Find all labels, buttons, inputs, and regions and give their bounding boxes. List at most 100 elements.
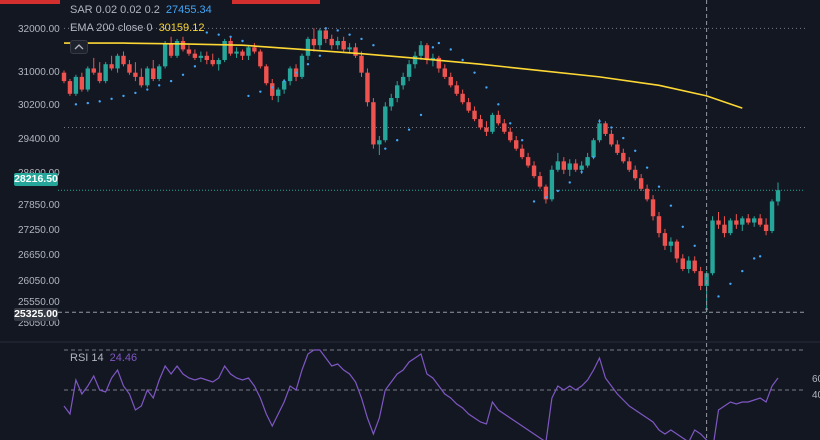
rsi-line [63, 349, 779, 440]
candle-body [668, 241, 674, 246]
sar-dot [598, 120, 601, 123]
sar-dot [372, 44, 375, 47]
candle-body [305, 38, 311, 56]
sar-dot [74, 103, 78, 106]
candle-body [281, 81, 287, 90]
rsi-legend[interactable]: RSI 14 24.46 [70, 352, 137, 364]
sar-dot [681, 225, 684, 228]
candle-body [174, 41, 180, 56]
candle-body [311, 38, 317, 46]
sar-dot [419, 113, 423, 117]
candle-body [353, 47, 358, 56]
sar-dot [306, 63, 310, 66]
sar-label: SAR 0.02 0.02 0.2 [70, 4, 160, 16]
candle-body [383, 106, 388, 141]
candle-body [609, 133, 614, 145]
candle-body [323, 30, 328, 39]
sar-dot [509, 122, 512, 125]
candle-body [61, 72, 67, 82]
candle-body [198, 55, 204, 58]
sar-legend[interactable]: SAR 0.02 0.02 0.2 27455.34 [70, 4, 212, 16]
sar-dot [532, 200, 536, 203]
sar-dot [669, 204, 673, 207]
candle-body [371, 102, 376, 145]
candle-body [180, 41, 186, 50]
sar-dot [741, 269, 744, 273]
rsi-axis-label-60: 60 [812, 374, 820, 385]
sar-dot [622, 136, 625, 140]
price-axis-label: 26050.00 [18, 275, 60, 287]
candle-body [757, 218, 763, 225]
candle-body [466, 102, 471, 111]
sar-dot [461, 58, 464, 62]
sar-dot [271, 86, 274, 89]
candle-body [412, 55, 418, 65]
candle-body [216, 60, 221, 65]
crosshair-price-tag: 25325.00 [14, 308, 58, 321]
candle-body [317, 30, 323, 46]
candle-body [121, 55, 126, 65]
candle-body [746, 218, 751, 223]
candle-body [531, 165, 537, 177]
ema-200-line [64, 42, 743, 109]
price-axis-label: 32000.00 [18, 24, 60, 36]
collapse-legend-button[interactable] [70, 40, 88, 54]
price-axis-label: 30200.00 [18, 100, 60, 112]
candle-body [716, 220, 721, 225]
sar-dot [407, 128, 411, 131]
candle-body [85, 68, 90, 90]
candle-body [246, 47, 251, 56]
sar-dot [282, 79, 286, 83]
candle-body [103, 64, 108, 82]
candle-body [228, 41, 233, 54]
candle-body [299, 55, 305, 77]
candle-body [496, 114, 501, 124]
sar-dot [247, 94, 250, 98]
candle-body [680, 258, 685, 269]
candle-body [109, 64, 114, 69]
sar-dot [729, 282, 732, 285]
candle-body [73, 76, 79, 94]
candle-body [400, 76, 406, 86]
candle-body [615, 144, 620, 153]
candle-body [752, 218, 757, 223]
candle-body [514, 140, 519, 149]
candle-body [430, 57, 436, 60]
candle-body [549, 169, 555, 200]
candle-body [704, 273, 709, 286]
chevron-up-icon [74, 44, 84, 50]
sar-dot [318, 54, 322, 57]
sar-dot [241, 39, 244, 43]
candle-body [775, 190, 781, 202]
candle-body [97, 72, 102, 82]
sar-dot [520, 139, 524, 142]
candle-body [287, 68, 293, 82]
sar-dot [158, 84, 161, 87]
candle-body [698, 271, 703, 286]
price-axis-label: 27850.00 [18, 199, 60, 211]
sar-dot [169, 79, 173, 83]
candle-body [406, 64, 412, 77]
sar-dot [645, 166, 649, 169]
rsi-axis-label-40: 40 [812, 390, 820, 401]
candle-body [490, 114, 495, 132]
candle-body [561, 161, 566, 170]
candle-body [240, 51, 245, 56]
price-axis-label: 31000.00 [18, 66, 60, 78]
sar-dot [580, 170, 583, 174]
sar-dot [134, 91, 137, 95]
candle-body [537, 176, 543, 187]
candle-body [686, 260, 691, 269]
candle-body [139, 76, 144, 86]
candle-body [555, 161, 561, 170]
candle-body [621, 152, 626, 162]
candle-body [168, 43, 174, 56]
candle-body [395, 85, 400, 98]
candle-body [478, 119, 483, 128]
candle-body [763, 224, 769, 231]
candle-body [151, 68, 156, 79]
candle-body [603, 123, 608, 134]
ema-legend[interactable]: EMA 200 close 0 30159.12 [70, 22, 204, 34]
